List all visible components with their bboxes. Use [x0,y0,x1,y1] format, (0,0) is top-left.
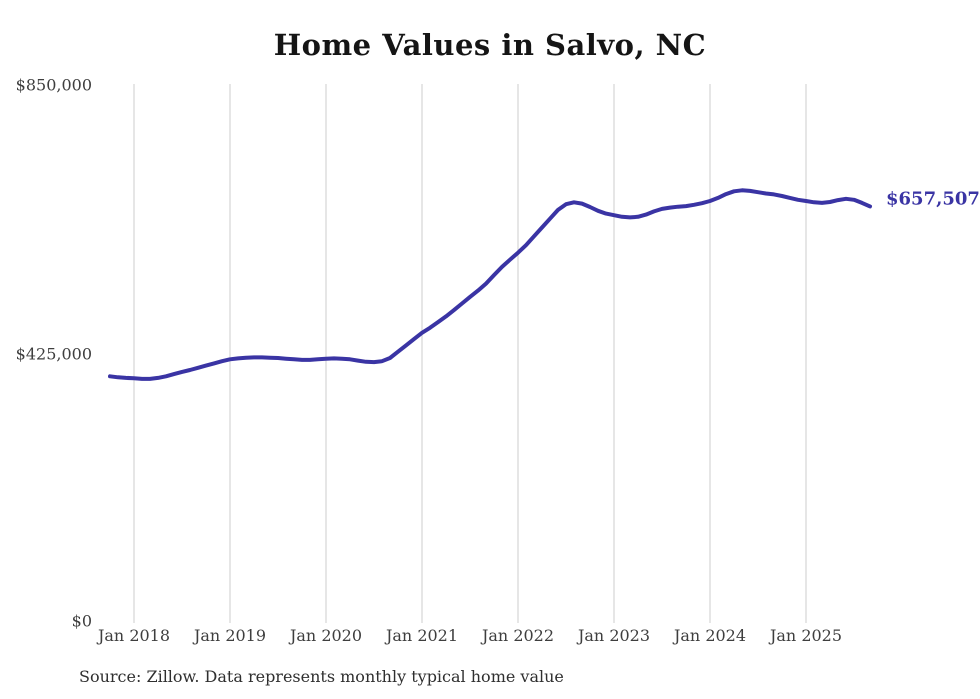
x-axis-tick-label: Jan 2025 [769,626,843,645]
x-axis-tick-label: Jan 2024 [673,626,747,645]
x-axis-tick-label: Jan 2022 [481,626,555,645]
y-axis-tick-label: $425,000 [15,344,92,364]
x-axis-tick-label: Jan 2018 [97,626,171,645]
y-axis-tick-label: $0 [71,611,92,631]
y-axis-tick-label: $850,000 [15,75,92,95]
chart-title: Home Values in Salvo, NC [273,28,707,62]
x-gridlines [133,84,807,623]
x-axis-tick-label: Jan 2021 [385,626,459,645]
x-axis-tick-label: Jan 2023 [577,626,651,645]
home-value-line-series [108,188,872,381]
source-note: Source: Zillow. Data represents monthly … [79,667,564,686]
current-value-label: $657,507 [886,188,980,210]
x-axis-tick-label: Jan 2020 [289,626,363,645]
x-axis-tick-label: Jan 2019 [193,626,267,645]
